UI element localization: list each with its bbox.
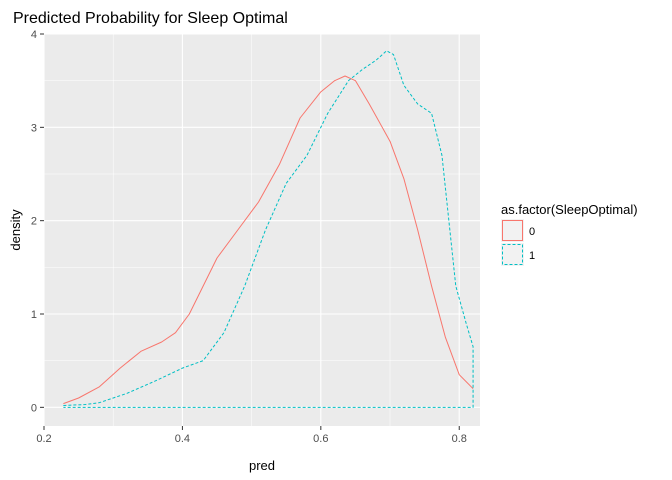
density-line-0 bbox=[63, 75, 474, 405]
legend-key-0 bbox=[502, 220, 523, 241]
chart-title: Predicted Probability for Sleep Optimal bbox=[13, 10, 288, 27]
y-tick-label: 1 bbox=[31, 309, 37, 321]
y-tick-label: 3 bbox=[31, 122, 37, 134]
y-tick-label: 2 bbox=[31, 216, 37, 228]
x-tick-label: 0.6 bbox=[313, 433, 328, 445]
density-series bbox=[63, 50, 474, 408]
density-line-1 bbox=[63, 50, 474, 408]
legend-key-1 bbox=[502, 244, 523, 265]
grid-lines bbox=[43, 33, 480, 426]
y-tick-label: 0 bbox=[31, 402, 37, 414]
legend-key-bg-1 bbox=[501, 243, 524, 266]
y-tick-label: 4 bbox=[31, 29, 37, 41]
axes: 0.2 0.4 0.6 0.8 0 1 2 3 4 bbox=[31, 29, 467, 445]
x-axis-title: pred bbox=[249, 458, 275, 473]
x-tick-label: 0.4 bbox=[175, 433, 190, 445]
legend-key-bg-0 bbox=[501, 219, 524, 242]
legend: as.factor(SleepOptimal) 0 1 bbox=[501, 202, 638, 266]
x-tick-label: 0.2 bbox=[36, 433, 51, 445]
y-axis-title: density bbox=[8, 209, 23, 251]
plot-panel bbox=[44, 34, 480, 426]
x-tick-label: 0.8 bbox=[452, 433, 467, 445]
legend-title: as.factor(SleepOptimal) bbox=[501, 202, 638, 217]
legend-label-1: 1 bbox=[529, 250, 535, 262]
legend-label-0: 0 bbox=[529, 226, 535, 238]
